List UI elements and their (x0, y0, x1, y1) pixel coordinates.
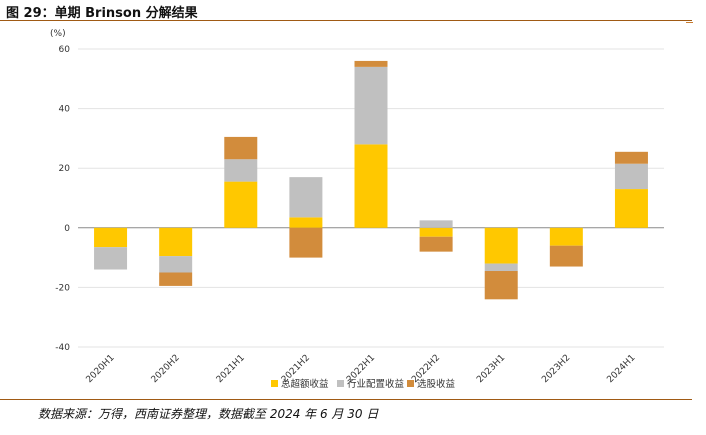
x-tick-label: 2023H2 (540, 353, 572, 385)
x-tick-label: 2021H1 (215, 353, 247, 385)
source-note: 数据来源：万得，西南证券整理，数据截至 2024 年 6 月 30 日 (38, 407, 379, 421)
legend-swatch-0 (271, 380, 278, 387)
bar-2022H1-selection (354, 60, 388, 67)
y-tick-label: 20 (59, 164, 71, 174)
bar-2020H1-industry (94, 247, 128, 270)
top-rule (0, 20, 692, 21)
bar-2020H2-excess (159, 227, 193, 257)
bar-2022H2-industry (419, 220, 453, 228)
bar-2021H1-industry (224, 159, 258, 182)
bar-2021H1-selection (224, 136, 258, 160)
y-tick-label: -40 (55, 343, 70, 353)
y-tick-label: 40 (59, 105, 71, 115)
bar-2021H1-excess (224, 181, 258, 228)
legend-label-0: 总超额收益 (281, 378, 329, 390)
legend: 总超额收益 行业配置收益 选股收益 (271, 378, 456, 390)
bar-2023H2-excess (549, 227, 583, 246)
bar-2020H1-excess (94, 227, 128, 248)
bar-2022H2-excess (419, 227, 453, 237)
bar-2023H2-selection (549, 245, 583, 267)
bar-2021H2-selection (289, 227, 323, 258)
y-unit-label: (%) (50, 29, 66, 39)
bar-2021H2-excess (289, 217, 323, 228)
legend-label-2: 选股收益 (417, 378, 456, 390)
bottom-rule (0, 399, 692, 400)
bar-2024H1-industry (614, 163, 648, 190)
bar-2024H1-excess (614, 189, 648, 228)
bar-2022H1-industry (354, 66, 388, 145)
x-tick-label: 2020H2 (150, 353, 182, 385)
figure-title: 图 29：单期 Brinson 分解结果 (6, 6, 198, 21)
bar-2021H2-industry (289, 177, 323, 218)
bar-2023H1-industry (484, 263, 518, 272)
x-tick-label: 2023H1 (475, 353, 507, 385)
y-tick-label: 60 (59, 45, 71, 55)
bar-2023H1-excess (484, 227, 518, 264)
legend-swatch-1 (337, 380, 344, 387)
bar-2022H1-excess (354, 144, 388, 228)
legend-label-1: 行业配置收益 (347, 378, 405, 390)
legend-swatch-2 (407, 380, 414, 387)
y-axis: (%) -40 -20 0 20 40 60 (50, 29, 70, 353)
x-tick-label: 2024H1 (605, 353, 637, 385)
bar-2022H2-selection (419, 236, 453, 252)
bar-2020H2-selection (159, 272, 193, 286)
bars (94, 60, 648, 300)
bar-2020H2-industry (159, 256, 193, 273)
y-tick-label: -20 (55, 283, 70, 293)
bar-2023H1-selection (484, 271, 518, 300)
bar-2024H1-selection (614, 151, 648, 164)
corner-mark (686, 22, 693, 23)
y-tick-label: 0 (64, 224, 70, 234)
x-tick-label: 2020H1 (85, 353, 117, 385)
